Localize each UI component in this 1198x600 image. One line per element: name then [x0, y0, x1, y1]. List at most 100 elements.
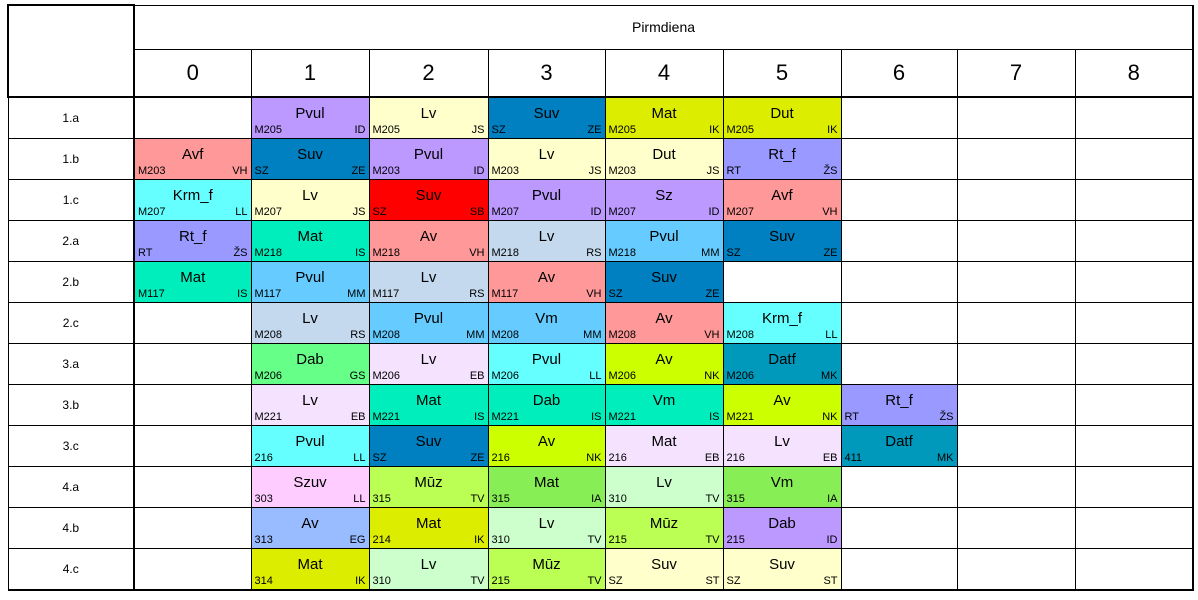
lesson-cell[interactable]: Krm_f M207 LL	[133, 178, 252, 221]
empty-cell[interactable]	[1074, 137, 1194, 180]
lesson-cell[interactable]: Pvul M203 ID	[368, 137, 489, 180]
lesson-cell[interactable]: Vm M208 MM	[487, 301, 606, 344]
empty-cell[interactable]	[133, 424, 252, 467]
lesson-cell[interactable]: Mūz 215 TV	[604, 506, 724, 549]
empty-cell[interactable]	[133, 465, 252, 508]
empty-cell[interactable]	[840, 96, 958, 139]
lesson-cell[interactable]: Dab M221 IS	[487, 383, 606, 426]
lesson-cell[interactable]: Suv SZ ZE	[368, 424, 489, 467]
empty-cell[interactable]	[956, 178, 1076, 221]
lesson-cell[interactable]: Mat 216 EB	[604, 424, 724, 467]
empty-cell[interactable]	[722, 260, 842, 303]
empty-cell[interactable]	[1074, 96, 1194, 139]
lesson-cell[interactable]: Av M218 VH	[368, 219, 489, 262]
empty-cell[interactable]	[133, 342, 252, 385]
lesson-cell[interactable]: Mat 315 IA	[487, 465, 606, 508]
empty-cell[interactable]	[1074, 547, 1194, 591]
lesson-cell[interactable]: Vm 315 IA	[722, 465, 842, 508]
lesson-cell[interactable]: Avf M207 VH	[722, 178, 842, 221]
lesson-cell[interactable]: Lv 310 TV	[604, 465, 724, 508]
lesson-cell[interactable]: Suv SZ ZE	[722, 219, 842, 262]
lesson-cell[interactable]: Lv M206 EB	[368, 342, 489, 385]
empty-cell[interactable]	[1074, 219, 1194, 262]
lesson-cell[interactable]: Av 313 EG	[250, 506, 370, 549]
lesson-cell[interactable]: Mūz 315 TV	[368, 465, 489, 508]
lesson-cell[interactable]: Lv M207 JS	[250, 178, 370, 221]
lesson-cell[interactable]: Dab M206 GS	[250, 342, 370, 385]
empty-cell[interactable]	[1074, 424, 1194, 467]
lesson-cell[interactable]: Av M117 VH	[487, 260, 606, 303]
empty-cell[interactable]	[956, 342, 1076, 385]
lesson-cell[interactable]: Rt_f RT ŽS	[840, 383, 958, 426]
empty-cell[interactable]	[956, 424, 1076, 467]
lesson-cell[interactable]: Datf M206 MK	[722, 342, 842, 385]
empty-cell[interactable]	[1074, 260, 1194, 303]
lesson-cell[interactable]: Mat M205 IK	[604, 96, 724, 139]
lesson-cell[interactable]: Vm M221 IS	[604, 383, 724, 426]
empty-cell[interactable]	[1074, 301, 1194, 344]
empty-cell[interactable]	[956, 465, 1076, 508]
lesson-cell[interactable]: Av M206 NK	[604, 342, 724, 385]
empty-cell[interactable]	[133, 301, 252, 344]
lesson-cell[interactable]: Av M221 NK	[722, 383, 842, 426]
lesson-cell[interactable]: Av 216 NK	[487, 424, 606, 467]
lesson-cell[interactable]: Datf 411 MK	[840, 424, 958, 467]
empty-cell[interactable]	[133, 506, 252, 549]
lesson-cell[interactable]: Mat M221 IS	[368, 383, 489, 426]
empty-cell[interactable]	[133, 96, 252, 139]
empty-cell[interactable]	[840, 219, 958, 262]
empty-cell[interactable]	[840, 465, 958, 508]
lesson-cell[interactable]: Pvul M208 MM	[368, 301, 489, 344]
lesson-cell[interactable]: Lv 216 EB	[722, 424, 842, 467]
empty-cell[interactable]	[1074, 465, 1194, 508]
lesson-cell[interactable]: Lv M218 RS	[487, 219, 606, 262]
lesson-cell[interactable]: Lv M208 RS	[250, 301, 370, 344]
empty-cell[interactable]	[956, 260, 1076, 303]
lesson-cell[interactable]: Suv SZ ZE	[604, 260, 724, 303]
lesson-cell[interactable]: Suv SZ ZE	[250, 137, 370, 180]
lesson-cell[interactable]: Mat 314 IK	[250, 547, 370, 591]
empty-cell[interactable]	[133, 383, 252, 426]
empty-cell[interactable]	[840, 301, 958, 344]
lesson-cell[interactable]: Rt_f RT ŽS	[722, 137, 842, 180]
lesson-cell[interactable]: Lv M117 RS	[368, 260, 489, 303]
empty-cell[interactable]	[956, 96, 1076, 139]
lesson-cell[interactable]: Lv M221 EB	[250, 383, 370, 426]
lesson-cell[interactable]: Pvul M206 LL	[487, 342, 606, 385]
lesson-cell[interactable]: Lv M203 JS	[487, 137, 606, 180]
lesson-cell[interactable]: Suv SZ ST	[604, 547, 724, 591]
lesson-cell[interactable]: Av M208 VH	[604, 301, 724, 344]
empty-cell[interactable]	[840, 137, 958, 180]
empty-cell[interactable]	[956, 301, 1076, 344]
empty-cell[interactable]	[840, 342, 958, 385]
lesson-cell[interactable]: Szuv 303 LL	[250, 465, 370, 508]
lesson-cell[interactable]: Suv SZ SB	[368, 178, 489, 221]
lesson-cell[interactable]: Mūz 215 TV	[487, 547, 606, 591]
lesson-cell[interactable]: Lv M205 JS	[368, 96, 489, 139]
lesson-cell[interactable]: Pvul M205 ID	[250, 96, 370, 139]
lesson-cell[interactable]: Rt_f RT ŽS	[133, 219, 252, 262]
lesson-cell[interactable]: Pvul 216 LL	[250, 424, 370, 467]
empty-cell[interactable]	[1074, 342, 1194, 385]
empty-cell[interactable]	[956, 219, 1076, 262]
empty-cell[interactable]	[956, 547, 1076, 591]
lesson-cell[interactable]: Dut M205 IK	[722, 96, 842, 139]
lesson-cell[interactable]: Pvul M207 ID	[487, 178, 606, 221]
empty-cell[interactable]	[956, 137, 1076, 180]
lesson-cell[interactable]: Pvul M218 MM	[604, 219, 724, 262]
lesson-cell[interactable]: Lv 310 TV	[487, 506, 606, 549]
lesson-cell[interactable]: Mat 214 IK	[368, 506, 489, 549]
lesson-cell[interactable]: Mat M117 IS	[133, 260, 252, 303]
lesson-cell[interactable]: Dab 215 ID	[722, 506, 842, 549]
lesson-cell[interactable]: Dut M203 JS	[604, 137, 724, 180]
lesson-cell[interactable]: Krm_f M208 LL	[722, 301, 842, 344]
lesson-cell[interactable]: Suv SZ ST	[722, 547, 842, 591]
lesson-cell[interactable]: Lv 310 TV	[368, 547, 489, 591]
lesson-cell[interactable]: Avf M203 VH	[133, 137, 252, 180]
empty-cell[interactable]	[1074, 506, 1194, 549]
empty-cell[interactable]	[1074, 383, 1194, 426]
empty-cell[interactable]	[840, 260, 958, 303]
lesson-cell[interactable]: Mat M218 IS	[250, 219, 370, 262]
lesson-cell[interactable]: Suv SZ ZE	[487, 96, 606, 139]
empty-cell[interactable]	[956, 506, 1076, 549]
